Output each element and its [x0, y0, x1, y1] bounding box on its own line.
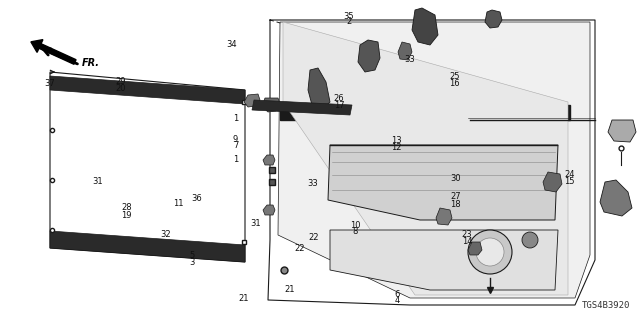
- Polygon shape: [308, 68, 330, 110]
- Text: 2: 2: [346, 17, 351, 26]
- FancyArrow shape: [31, 40, 76, 64]
- Text: 19: 19: [122, 211, 132, 220]
- Text: 13: 13: [392, 136, 402, 145]
- Text: 21: 21: [284, 285, 294, 294]
- Text: 37: 37: [45, 79, 55, 88]
- Text: 21: 21: [238, 294, 248, 303]
- Text: 35: 35: [344, 12, 354, 21]
- Polygon shape: [436, 208, 452, 225]
- Text: 5: 5: [189, 251, 195, 260]
- Text: 22: 22: [308, 233, 319, 242]
- Text: 24: 24: [564, 170, 575, 179]
- Text: 6: 6: [394, 290, 399, 299]
- Text: 36: 36: [192, 194, 202, 203]
- Text: 20: 20: [115, 84, 125, 93]
- Text: 34: 34: [227, 40, 237, 49]
- Text: 17: 17: [334, 101, 344, 110]
- Polygon shape: [543, 172, 562, 192]
- Text: 3: 3: [189, 258, 195, 267]
- Text: 27: 27: [451, 192, 461, 201]
- Text: 23: 23: [462, 230, 472, 239]
- Text: 31: 31: [92, 177, 102, 186]
- Text: 30: 30: [451, 174, 461, 183]
- Text: 11: 11: [173, 199, 183, 208]
- Polygon shape: [252, 100, 352, 115]
- Text: 12: 12: [392, 143, 402, 152]
- Polygon shape: [278, 22, 590, 298]
- Text: 32: 32: [160, 230, 170, 239]
- Text: 7: 7: [233, 141, 238, 150]
- Circle shape: [468, 230, 512, 274]
- Text: FR.: FR.: [82, 58, 100, 68]
- Polygon shape: [398, 42, 412, 60]
- Text: 16: 16: [449, 79, 460, 88]
- Polygon shape: [283, 22, 568, 295]
- Polygon shape: [263, 155, 275, 165]
- Text: 25: 25: [449, 72, 460, 81]
- Polygon shape: [50, 76, 245, 104]
- Polygon shape: [328, 145, 558, 220]
- Circle shape: [522, 232, 538, 248]
- Polygon shape: [600, 180, 632, 216]
- Polygon shape: [468, 242, 482, 255]
- Text: 9: 9: [233, 135, 238, 144]
- Polygon shape: [485, 10, 502, 28]
- Text: 10: 10: [350, 221, 360, 230]
- Text: 1: 1: [233, 156, 238, 164]
- Text: 8: 8: [353, 228, 358, 236]
- Text: 33: 33: [404, 55, 415, 64]
- Text: 28: 28: [122, 204, 132, 212]
- Text: 22: 22: [294, 244, 305, 253]
- Text: 18: 18: [451, 200, 461, 209]
- Text: 15: 15: [564, 177, 575, 186]
- Circle shape: [476, 238, 504, 266]
- Text: 31: 31: [251, 220, 261, 228]
- Text: TGS4B3920: TGS4B3920: [582, 301, 630, 310]
- Polygon shape: [262, 98, 280, 112]
- Text: 4: 4: [394, 296, 399, 305]
- Text: 29: 29: [115, 77, 125, 86]
- Polygon shape: [412, 8, 438, 45]
- Polygon shape: [358, 40, 380, 72]
- Polygon shape: [330, 230, 558, 290]
- Polygon shape: [50, 231, 245, 262]
- Polygon shape: [608, 120, 636, 142]
- Text: 1: 1: [233, 114, 238, 123]
- Polygon shape: [280, 105, 570, 120]
- Polygon shape: [244, 94, 260, 107]
- Polygon shape: [263, 205, 275, 215]
- Text: 26: 26: [334, 94, 344, 103]
- Text: 14: 14: [462, 237, 472, 246]
- Text: 33: 33: [307, 179, 317, 188]
